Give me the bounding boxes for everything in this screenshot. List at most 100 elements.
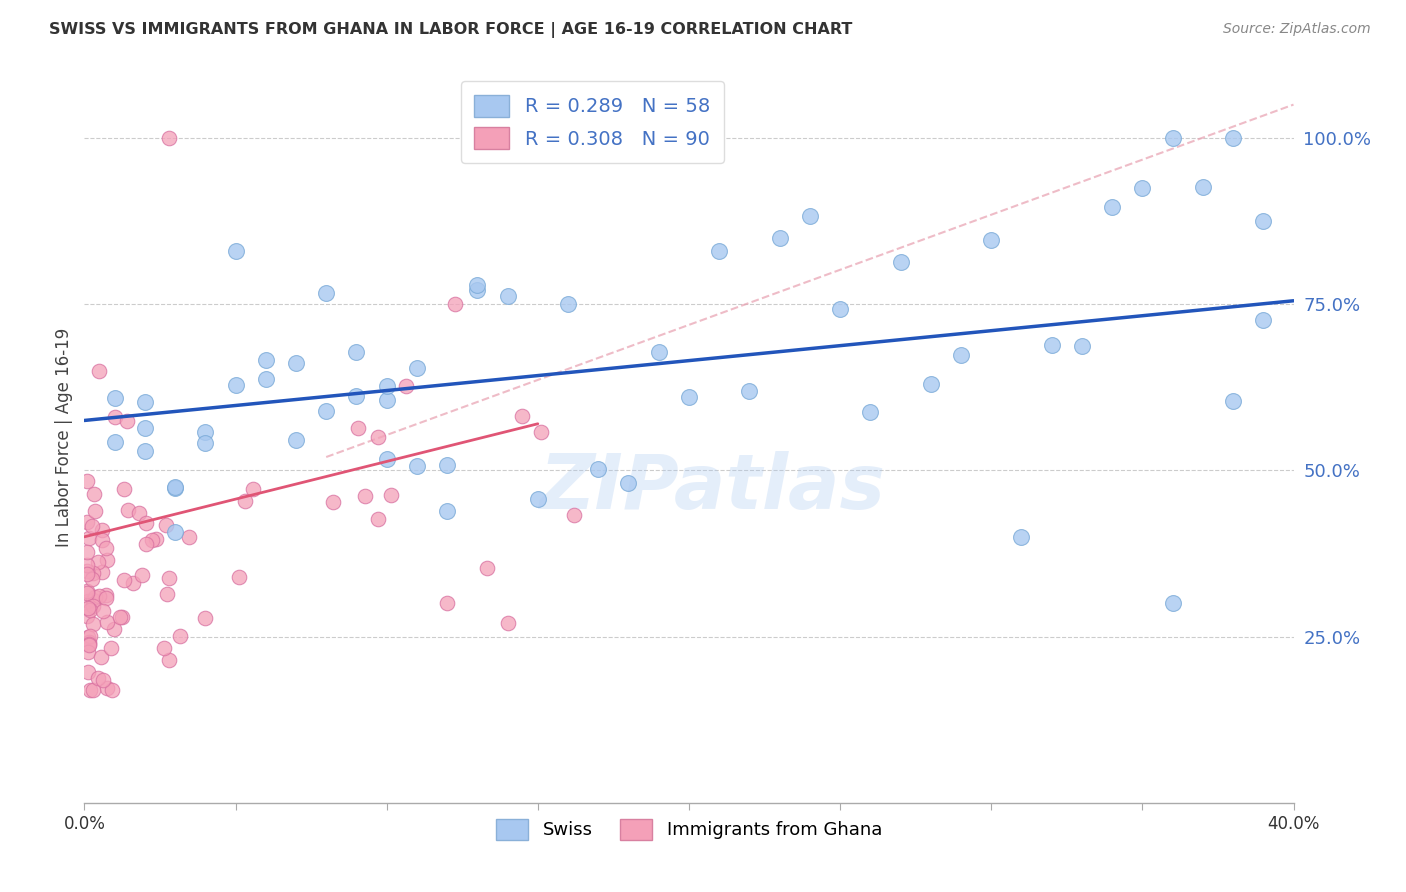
Point: [225, 378, 247, 392]
Point: [156, 587, 179, 601]
Text: ZIPatlas: ZIPatlas: [540, 451, 886, 525]
Point: [436, 458, 458, 473]
Point: [76, 567, 98, 582]
Point: [157, 131, 180, 145]
Point: [375, 452, 398, 467]
Point: [115, 414, 138, 428]
Point: [165, 481, 187, 495]
Point: [141, 533, 163, 547]
Point: [1040, 337, 1063, 351]
Point: [104, 434, 127, 449]
Point: [315, 286, 337, 301]
Point: [112, 482, 135, 496]
Point: [145, 532, 167, 546]
Point: [91, 565, 114, 579]
Point: [322, 495, 344, 509]
Point: [347, 421, 370, 435]
Point: [96, 615, 118, 629]
Legend: Swiss, Immigrants from Ghana: Swiss, Immigrants from Ghana: [486, 810, 891, 848]
Point: [709, 244, 731, 258]
Y-axis label: In Labor Force | Age 16-19: In Labor Force | Age 16-19: [55, 327, 73, 547]
Point: [1071, 338, 1094, 352]
Point: [79, 638, 101, 652]
Point: [890, 255, 912, 269]
Point: [799, 209, 821, 223]
Point: [194, 611, 217, 625]
Point: [79, 603, 101, 617]
Text: SWISS VS IMMIGRANTS FROM GHANA IN LABOR FORCE | AGE 16-19 CORRELATION CHART: SWISS VS IMMIGRANTS FROM GHANA IN LABOR …: [49, 22, 852, 38]
Point: [82, 616, 104, 631]
Point: [76, 515, 98, 529]
Point: [406, 360, 429, 375]
Point: [1161, 596, 1184, 610]
Point: [169, 630, 191, 644]
Point: [510, 409, 533, 423]
Point: [84, 504, 107, 518]
Point: [82, 599, 104, 613]
Point: [101, 682, 124, 697]
Point: [475, 561, 498, 575]
Point: [1130, 180, 1153, 194]
Point: [100, 641, 122, 656]
Point: [110, 609, 132, 624]
Point: [380, 488, 402, 502]
Point: [1192, 180, 1215, 194]
Point: [96, 552, 118, 566]
Point: [194, 425, 217, 439]
Point: [96, 541, 118, 556]
Point: [1253, 313, 1275, 327]
Point: [254, 353, 277, 368]
Point: [406, 459, 429, 474]
Point: [77, 630, 100, 644]
Point: [285, 434, 308, 448]
Point: [82, 682, 104, 697]
Point: [225, 244, 247, 258]
Point: [157, 571, 180, 585]
Point: [77, 593, 100, 607]
Point: [112, 573, 135, 587]
Point: [1222, 131, 1244, 145]
Point: [165, 480, 187, 494]
Point: [285, 356, 308, 370]
Point: [375, 378, 398, 392]
Point: [83, 487, 105, 501]
Point: [77, 600, 100, 615]
Point: [131, 567, 153, 582]
Point: [77, 637, 100, 651]
Point: [179, 530, 201, 544]
Point: [375, 392, 398, 407]
Point: [135, 516, 157, 530]
Point: [254, 371, 277, 385]
Point: [76, 608, 98, 623]
Point: [769, 230, 792, 244]
Point: [980, 233, 1002, 247]
Point: [90, 650, 112, 665]
Point: [496, 289, 519, 303]
Point: [134, 444, 156, 458]
Point: [467, 283, 489, 297]
Point: [91, 533, 114, 547]
Point: [76, 586, 98, 600]
Point: [315, 403, 337, 417]
Point: [103, 622, 125, 636]
Point: [135, 537, 157, 551]
Point: [395, 378, 418, 392]
Point: [91, 604, 114, 618]
Point: [77, 531, 100, 545]
Point: [76, 645, 98, 659]
Point: [104, 410, 127, 425]
Point: [134, 395, 156, 409]
Point: [77, 665, 100, 679]
Point: [96, 681, 118, 696]
Point: [530, 425, 553, 440]
Point: [436, 596, 458, 610]
Point: [1161, 131, 1184, 145]
Point: [96, 589, 118, 603]
Point: [93, 673, 115, 687]
Point: [76, 583, 98, 598]
Point: [76, 558, 98, 572]
Point: [496, 616, 519, 631]
Point: [153, 640, 176, 655]
Point: [367, 430, 389, 444]
Point: [82, 519, 104, 533]
